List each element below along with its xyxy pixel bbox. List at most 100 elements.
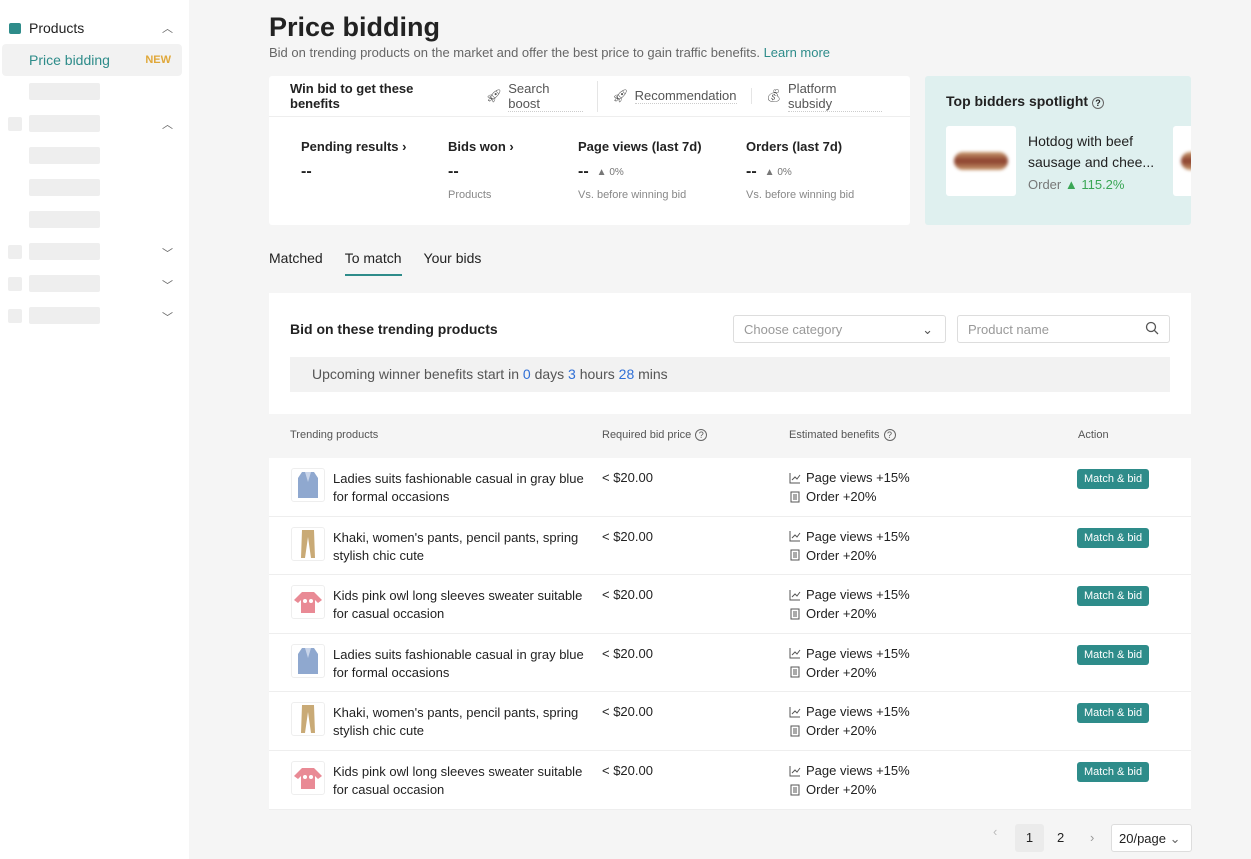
next-page-button[interactable]: ›	[1090, 830, 1095, 845]
benefits-card: Win bid to get these benefits 🚀︎ Search b…	[269, 76, 910, 225]
stat-page-views: Page views (last 7d) -- ▲ 0% Vs. before w…	[578, 139, 702, 201]
table-row: Khaki, women's pants, pencil pants, spri…	[269, 692, 1191, 751]
product-thumbnail[interactable]	[946, 126, 1016, 196]
placeholder-item	[29, 211, 100, 228]
money-bag-icon: 💰︎	[765, 88, 783, 103]
countdown-notice: Upcoming winner benefits start in 0 days…	[290, 357, 1170, 392]
trending-products-panel: Bid on these trending products Choose ca…	[269, 293, 1191, 810]
chevron-up-icon[interactable]: ︿	[162, 119, 173, 131]
chevron-down-icon[interactable]: ﹀	[162, 312, 173, 324]
chevron-down-icon[interactable]: ﹀	[162, 248, 173, 260]
product-image	[291, 702, 325, 737]
line-chart-icon	[789, 589, 801, 601]
page-1-button[interactable]: 1	[1015, 824, 1044, 852]
bid-price: < $20.00	[602, 587, 653, 603]
product-image	[291, 526, 325, 561]
help-icon[interactable]: ?	[695, 429, 708, 441]
shopping-bag-icon	[9, 22, 21, 34]
table-row: Khaki, women's pants, pencil pants, spri…	[269, 517, 1191, 576]
tab-matched[interactable]: Matched	[269, 250, 323, 266]
tab-to-match[interactable]: To match	[344, 250, 402, 276]
line-chart-icon	[789, 531, 801, 542]
product-name-input[interactable]: Product name	[957, 315, 1170, 343]
placeholder-item	[29, 115, 100, 132]
receipt-icon	[790, 491, 800, 502]
chevron-down-icon: ⌄	[922, 322, 933, 337]
rocket-icon: 🚀︎	[612, 88, 629, 103]
spotlight-product-name[interactable]: Hotdog with beef sausage and chee...	[1028, 133, 1155, 170]
help-icon[interactable]: ?	[1091, 97, 1104, 109]
hotdog-image	[1181, 152, 1191, 170]
placeholder-item	[29, 179, 100, 196]
product-name[interactable]: Kids pink owl long sleeves sweater suita…	[333, 764, 583, 797]
placeholder-icon	[8, 309, 22, 323]
product-image	[291, 761, 325, 795]
page-title: Price bidding	[269, 12, 441, 42]
page-size-select[interactable]: 20/page ⌄	[1111, 824, 1192, 852]
product-image	[291, 585, 325, 620]
chevron-right-icon: ›	[509, 139, 514, 154]
table-row: Kids pink owl long sleeves sweater suita…	[269, 751, 1191, 810]
new-badge: NEW	[145, 54, 171, 66]
bid-price: < $20.00	[602, 645, 653, 661]
search-icon	[1145, 321, 1159, 335]
placeholder-item	[29, 147, 100, 164]
match-and-bid-button[interactable]: Match & bid	[1077, 469, 1150, 489]
bid-price: < $20.00	[602, 763, 653, 778]
line-chart-icon	[789, 472, 801, 483]
match-and-bid-button[interactable]: Match & bid	[1077, 586, 1150, 607]
match-and-bid-button[interactable]: Match & bid	[1077, 644, 1150, 665]
product-name[interactable]: Khaki, women's pants, pencil pants, spri…	[333, 705, 579, 739]
product-name[interactable]: Ladies suits fashionable casual in gray …	[333, 471, 584, 504]
rocket-icon: 🚀︎	[485, 88, 503, 103]
receipt-icon	[790, 549, 800, 561]
tab-your-bids[interactable]: Your bids	[423, 250, 482, 266]
product-name[interactable]: Ladies suits fashionable casual in gray …	[333, 646, 584, 680]
prev-page-button[interactable]: ‹	[993, 824, 998, 839]
page-2-button[interactable]: 2	[1057, 830, 1065, 845]
table-header: Trending products Required bid price? Es…	[269, 414, 1191, 458]
sidebar-item-price-bidding[interactable]: Price bidding NEW	[2, 44, 182, 76]
product-name[interactable]: Kids pink owl long sleeves sweater suita…	[333, 588, 583, 622]
help-icon[interactable]: ?	[883, 429, 896, 441]
line-chart-icon	[789, 765, 801, 776]
benefit-recommendation[interactable]: 🚀︎ Recommendation	[612, 88, 752, 104]
match-and-bid-button[interactable]: Match & bid	[1077, 703, 1150, 724]
placeholder-item	[29, 307, 100, 324]
benefit-search-boost[interactable]: 🚀︎ Search boost	[485, 80, 599, 112]
stat-bids-won[interactable]: Bids won › -- Products	[448, 139, 514, 201]
product-name[interactable]: Khaki, women's pants, pencil pants, spri…	[333, 529, 579, 563]
product-image	[291, 468, 325, 502]
category-select[interactable]: Choose category ⌄	[733, 315, 946, 343]
panel-title: Bid on these trending products	[290, 321, 498, 337]
product-thumbnail[interactable]	[1173, 126, 1191, 196]
line-chart-icon	[789, 648, 801, 659]
benefit-platform-subsidy[interactable]: 💰︎ Platform subsidy	[766, 81, 897, 112]
chevron-right-icon: ›	[402, 139, 407, 154]
placeholder-item	[29, 275, 100, 292]
stat-pending-results[interactable]: Pending results › --	[301, 139, 407, 180]
line-chart-icon	[789, 706, 801, 718]
placeholder-icon	[8, 277, 22, 291]
bid-price: < $20.00	[602, 704, 653, 720]
receipt-icon	[790, 608, 800, 620]
table-row: Ladies suits fashionable casual in gray …	[269, 634, 1191, 693]
bid-price: < $20.00	[602, 470, 653, 485]
chevron-down-icon[interactable]: ﹀	[162, 280, 173, 292]
chevron-down-icon: ⌄	[1169, 831, 1181, 846]
table-row: Kids pink owl long sleeves sweater suita…	[269, 575, 1191, 634]
sidebar-section-products[interactable]: Products ︿	[0, 12, 189, 44]
table-row: Ladies suits fashionable casual in gray …	[269, 458, 1191, 517]
top-bidders-spotlight: Top bidders spotlight ? Hotdog with beef…	[925, 76, 1191, 225]
placeholder-icon	[8, 117, 22, 131]
placeholder-item	[29, 243, 100, 260]
receipt-icon	[790, 784, 800, 795]
match-and-bid-button[interactable]: Match & bid	[1077, 527, 1150, 548]
benefits-heading: Win bid to get these benefits	[290, 81, 414, 111]
tabs: Matched To match Your bids	[269, 250, 481, 276]
placeholder-icon	[8, 245, 22, 259]
sidebar: Products ︿ Price bidding NEW ︿ ﹀ ﹀ ﹀	[0, 0, 189, 859]
placeholder-item	[29, 83, 100, 100]
match-and-bid-button[interactable]: Match & bid	[1077, 762, 1150, 782]
learn-more-link[interactable]: Learn more	[763, 45, 831, 60]
